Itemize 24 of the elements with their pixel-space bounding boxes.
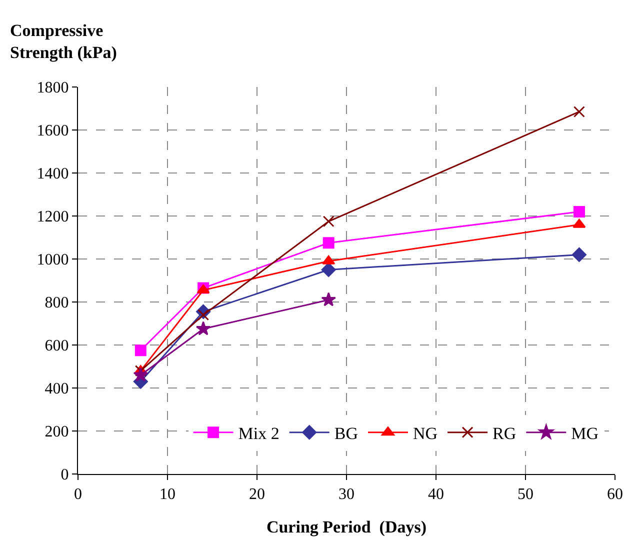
y-tick-label: 600: [44, 338, 69, 355]
y-tick-label: 0: [60, 466, 69, 484]
y-tick-label: 1000: [36, 252, 69, 269]
legend-label: MG: [571, 424, 599, 443]
y-axis-title: Compressive Strength (kPa): [10, 21, 117, 62]
x-tick-label: 60: [607, 486, 623, 504]
x-tick-label: 50: [518, 486, 534, 504]
x-tick-label: 0: [74, 486, 82, 504]
legend-label: BG: [334, 424, 358, 443]
legend-label: Mix 2: [238, 424, 280, 443]
y-tick-label: 1800: [36, 80, 69, 97]
y-tick-label: 1600: [36, 122, 69, 140]
y-tick-label: 400: [44, 380, 69, 398]
y-tick-label: 1400: [36, 166, 69, 183]
x-tick-label: 30: [338, 486, 354, 504]
x-tick-label: 40: [428, 486, 444, 504]
y-tick-label: 1200: [36, 208, 69, 226]
legend-label: RG: [492, 424, 516, 443]
y-tick-label: 200: [44, 424, 69, 441]
x-axis-title: Curing Period (Days): [266, 518, 427, 537]
x-tick-label: 20: [249, 486, 265, 504]
legend-label: NG: [412, 424, 438, 443]
x-tick-label: 10: [160, 486, 176, 504]
y-tick-label: 800: [44, 294, 69, 312]
